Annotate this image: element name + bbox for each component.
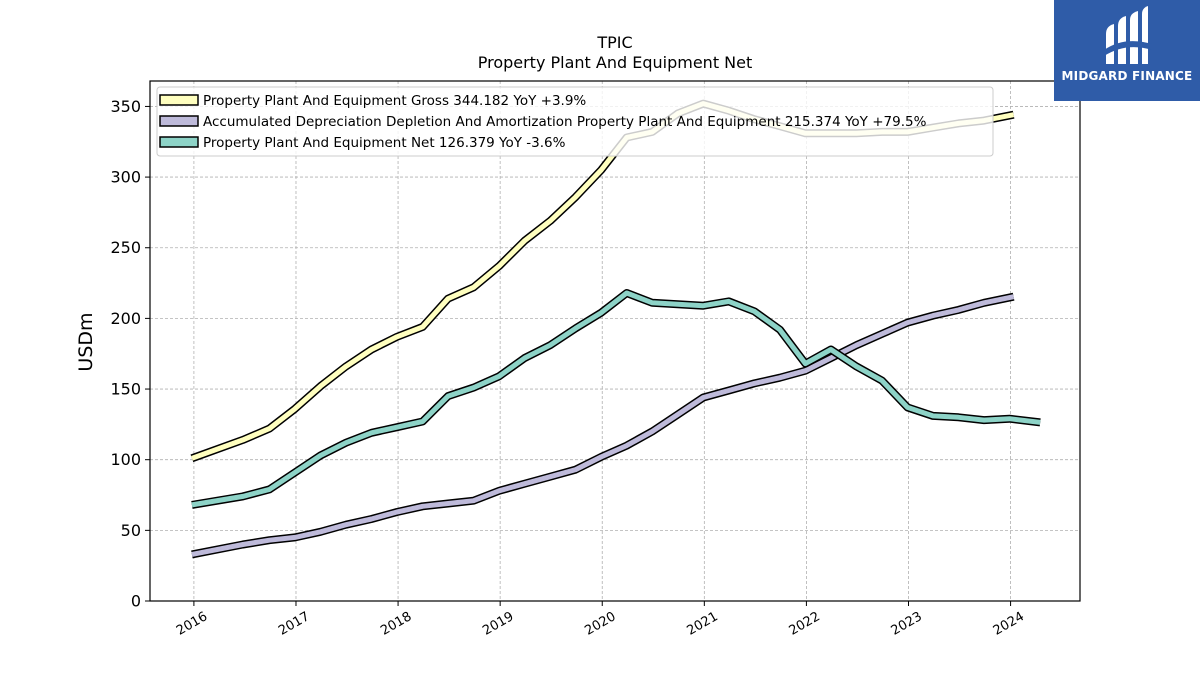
- chart-title: TPIC: [596, 33, 632, 52]
- series-line-3: [191, 290, 1041, 508]
- legend-swatch-2: [159, 115, 199, 127]
- x-tick-label: 2017: [276, 609, 312, 639]
- series-line-1: [191, 101, 1015, 461]
- legend-swatch-1: [159, 94, 199, 106]
- plot-frame: [149, 80, 1081, 602]
- series-outline-1: [190, 99, 1015, 463]
- y-tick-label: 200: [110, 309, 141, 328]
- y-tick-label: 250: [110, 238, 141, 257]
- legend-label-1: Property Plant And Equipment Gross 344.1…: [203, 93, 586, 109]
- logo-text: MIDGARD FINANCE: [1061, 69, 1193, 83]
- series-outline-2: [191, 292, 1015, 559]
- series-lines: [190, 99, 1041, 559]
- y-tick-label: 350: [110, 97, 141, 116]
- y-tick-label: 100: [110, 450, 141, 469]
- x-tick-label: 2016: [174, 609, 210, 639]
- legend-swatch-3: [159, 136, 199, 148]
- y-axis-label: USDm: [75, 312, 97, 371]
- x-tick-label: 2022: [787, 609, 823, 639]
- legend-label-2: Accumulated Depreciation Depletion And A…: [203, 114, 927, 130]
- y-tick-label: 150: [110, 380, 141, 399]
- series-line-2: [191, 294, 1015, 557]
- x-tick-label: 2023: [889, 609, 925, 639]
- logo-mark-icon: [1104, 6, 1152, 64]
- x-tick-label: 2019: [480, 609, 516, 639]
- y-tick-label: 50: [121, 521, 141, 540]
- legend: Property Plant And Equipment Gross 344.1…: [156, 86, 994, 157]
- legend-label-3: Property Plant And Equipment Net 126.379…: [203, 135, 566, 151]
- y-tick-label: 300: [110, 168, 141, 187]
- x-tick-label: 2018: [378, 609, 414, 639]
- grid: [150, 81, 1080, 602]
- midgard-finance-logo: MIDGARD FINANCE: [1054, 0, 1200, 101]
- legend-box: [156, 86, 994, 157]
- x-tick-label: 2020: [582, 609, 618, 639]
- axis-ticks: 0 50 100 150 200 250 300 350 2016 2017 2018 2019 202…: [110, 97, 1026, 639]
- y-tick-label: 0: [131, 592, 141, 611]
- x-tick-label: 2024: [991, 609, 1027, 639]
- x-tick-label: 2021: [684, 609, 720, 639]
- chart-subtitle: Property Plant And Equipment Net: [478, 53, 753, 72]
